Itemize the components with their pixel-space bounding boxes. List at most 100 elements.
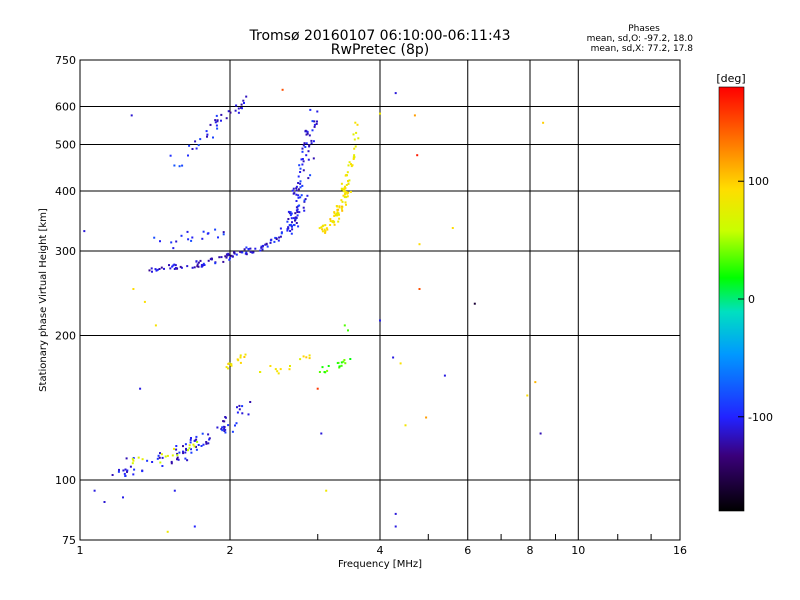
data-point (303, 200, 306, 203)
data-point (238, 408, 241, 411)
data-point (225, 256, 228, 259)
data-point (190, 437, 192, 439)
data-point (235, 104, 238, 107)
data-point (316, 110, 319, 113)
data-point (178, 451, 181, 454)
data-point (303, 209, 306, 212)
data-point (274, 368, 277, 371)
data-point (199, 138, 202, 141)
data-point (143, 300, 146, 303)
data-point (201, 264, 204, 267)
data-point (239, 250, 242, 253)
data-point (245, 246, 248, 249)
data-point (348, 179, 351, 182)
data-point (236, 358, 239, 361)
data-point (289, 230, 292, 232)
data-point (157, 454, 160, 457)
data-point (223, 426, 226, 428)
data-point (220, 119, 222, 122)
data-point (274, 236, 277, 239)
data-point (132, 459, 135, 462)
data-point (168, 264, 170, 267)
data-point (215, 114, 218, 117)
data-point (295, 189, 298, 192)
data-point (201, 432, 204, 435)
data-point (300, 194, 303, 197)
data-point (299, 167, 302, 170)
data-point (224, 416, 227, 418)
data-point (301, 163, 304, 166)
data-point (333, 223, 336, 226)
data-point (295, 222, 298, 224)
data-point (182, 452, 185, 455)
data-point (290, 232, 293, 235)
data-point (172, 247, 175, 250)
data-point (195, 438, 198, 441)
data-point (169, 154, 172, 157)
colorbar-tick-label: -100 (748, 411, 773, 424)
data-point (197, 444, 200, 446)
colorbar-tick-label: 0 (748, 293, 755, 306)
data-point (212, 136, 214, 139)
data-point (202, 230, 205, 233)
data-point (324, 230, 327, 233)
x-tick-label: 16 (673, 544, 687, 557)
data-point (125, 457, 128, 460)
data-point (342, 194, 345, 197)
data-point (294, 219, 296, 222)
data-point (539, 432, 542, 435)
data-point (161, 465, 164, 467)
data-point (345, 203, 347, 206)
data-point (233, 251, 236, 254)
data-point (295, 185, 298, 188)
data-point (269, 365, 272, 367)
data-point (245, 95, 248, 98)
data-point (320, 432, 323, 435)
data-point (221, 429, 224, 432)
data-point (156, 457, 159, 460)
data-point (130, 114, 133, 117)
data-point (342, 190, 345, 193)
data-point (196, 265, 199, 268)
data-point (158, 268, 161, 270)
data-point (347, 329, 349, 332)
data-point (215, 124, 218, 127)
y-tick-label: 400 (55, 185, 76, 198)
data-point (243, 356, 246, 358)
data-point (289, 365, 291, 367)
data-point (310, 142, 313, 145)
data-point (347, 180, 349, 182)
data-point (329, 220, 332, 222)
data-point (418, 288, 421, 290)
data-point (443, 374, 446, 377)
data-point (173, 447, 175, 450)
data-point (303, 199, 306, 202)
data-point (196, 440, 199, 443)
y-axis-label: Stationary phase Virtual Height [km] (38, 208, 49, 392)
data-point (315, 122, 318, 125)
data-point (231, 430, 234, 433)
data-point (344, 185, 346, 188)
data-point (117, 470, 120, 473)
data-point (346, 171, 349, 174)
data-point (302, 355, 305, 358)
data-point (207, 433, 210, 436)
data-point (404, 424, 407, 427)
data-point (304, 198, 307, 201)
data-point (181, 164, 184, 167)
data-point (151, 270, 153, 273)
data-point (287, 226, 290, 229)
data-point (344, 190, 347, 193)
data-point (241, 107, 243, 110)
y-tick-label: 200 (55, 330, 76, 343)
data-point (241, 251, 244, 254)
data-point (338, 213, 340, 216)
data-point (345, 191, 348, 194)
data-point (298, 204, 301, 207)
data-point (338, 217, 341, 220)
data-point (189, 441, 192, 444)
data-point (292, 224, 295, 226)
data-point (189, 438, 192, 441)
data-point (304, 146, 307, 148)
y-tick-label: 750 (55, 54, 76, 67)
